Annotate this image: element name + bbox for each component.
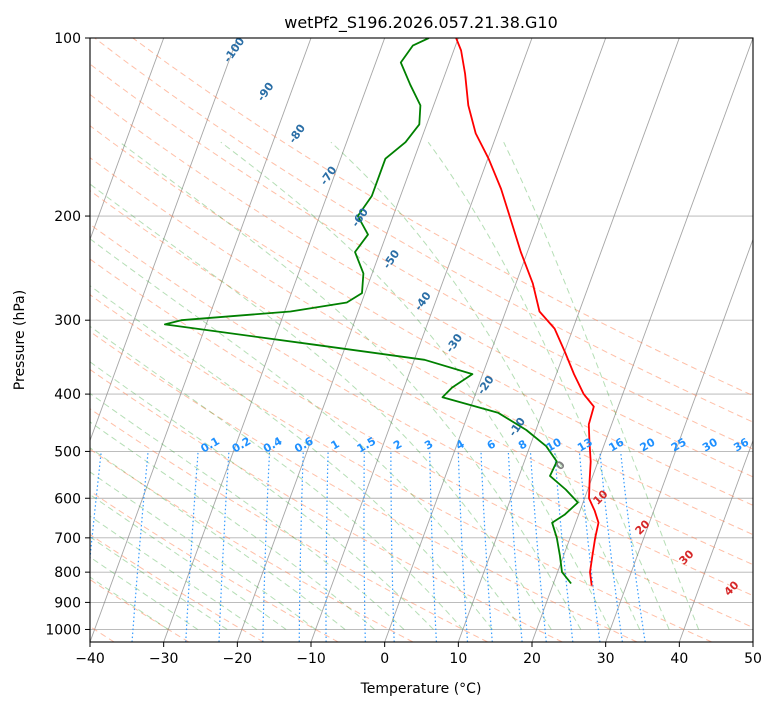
plot-frame — [89, 37, 754, 643]
dry-adiabat-line — [90, 490, 339, 642]
dry-adiabats — [90, 38, 753, 642]
moist-adiabat-line — [90, 421, 375, 630]
x-tick-label: −20 — [223, 651, 253, 667]
isobar-grid — [90, 38, 753, 630]
moist-adiabat-line — [90, 556, 198, 630]
mixing-ratio-lines — [90, 451, 646, 642]
dry-adiabat-line — [90, 533, 264, 642]
temperature-profile-line — [455, 38, 600, 586]
x-tick-label: −10 — [296, 651, 326, 667]
y-tick-label: 700 — [54, 531, 81, 547]
moist-adiabat-line — [90, 325, 464, 630]
isotherm-line — [90, 38, 312, 642]
mixing-ratio-line — [554, 451, 574, 642]
x-axis-label: Temperature (°C) — [360, 681, 482, 697]
dry-adiabat-line — [90, 125, 753, 506]
y-tick-label: 200 — [54, 209, 81, 225]
moist-adiabat-line — [90, 447, 346, 630]
dry-adiabat-line — [90, 294, 712, 642]
moist-adiabat-line — [90, 536, 228, 630]
isotherm-line — [384, 38, 607, 642]
x-tick-label: 20 — [523, 651, 541, 667]
x-tick-label: 30 — [597, 651, 615, 667]
dry-adiabat-line — [90, 408, 488, 642]
x-tick-label: −40 — [75, 651, 105, 667]
isotherm-line — [310, 38, 533, 642]
dry-adiabat-line — [132, 38, 753, 397]
dry-adiabat-line — [90, 223, 753, 597]
isotherm-line — [752, 640, 753, 642]
isotherm-line — [678, 439, 753, 642]
y-tick-label: 1000 — [45, 622, 81, 638]
moist-adiabat-line — [503, 141, 700, 630]
y-tick-label: 900 — [54, 595, 81, 611]
moist-adiabat-line — [90, 285, 493, 630]
y-tick-label: 600 — [54, 491, 81, 507]
chart-title: wetPf2_S196.2026.057.21.38.G10 — [284, 13, 558, 33]
moist-adiabat-line — [427, 141, 670, 630]
isotherm-line — [90, 38, 238, 442]
isotherm-line — [236, 38, 459, 642]
mixing-ratio-line — [578, 451, 601, 642]
isotherm-line — [457, 38, 680, 642]
y-tick-label: 100 — [54, 31, 81, 47]
x-tick-label: 50 — [744, 651, 762, 667]
x-tick-label: 40 — [670, 651, 688, 667]
mixing-ratio-line — [599, 451, 623, 642]
moist-adiabat-line — [220, 141, 611, 630]
x-tick-label: 10 — [449, 651, 467, 667]
dry-adiabat-line — [94, 38, 753, 423]
mixing-ratio-line — [620, 451, 646, 642]
moist-adiabat-line — [90, 576, 169, 630]
y-tick-label: 400 — [54, 387, 81, 403]
isotherm-line — [605, 238, 753, 642]
x-tick-label: −30 — [149, 651, 179, 667]
dry-adiabat-line — [90, 190, 753, 566]
dry-adiabat-line — [90, 157, 753, 536]
x-tick-label: 0 — [380, 651, 389, 667]
mixing-ratio-line — [90, 451, 102, 564]
moist-adiabat-line — [330, 141, 641, 630]
dry-adiabat-line — [90, 258, 753, 629]
x-axis-ticks: −40 −30 −20 −10 0 10 20 30 40 50 — [75, 642, 762, 667]
y-tick-label: 500 — [54, 444, 81, 460]
isotherm-grid — [90, 38, 753, 642]
profile-series — [164, 38, 600, 586]
y-tick-label: 300 — [54, 313, 81, 329]
isotherm-line — [90, 38, 165, 241]
y-axis-label: Pressure (hPa) — [12, 290, 28, 390]
moist-adiabat-line — [119, 141, 582, 630]
y-tick-label: 800 — [54, 565, 81, 581]
moist-adiabat-line — [90, 238, 523, 630]
dry-adiabat-line — [90, 368, 563, 642]
isotherm-line — [531, 38, 753, 642]
y-axis-ticks: 100 200 300 400 500 600 700 800 900 1000 — [45, 31, 90, 638]
dewpoint-profile-line — [164, 38, 579, 585]
